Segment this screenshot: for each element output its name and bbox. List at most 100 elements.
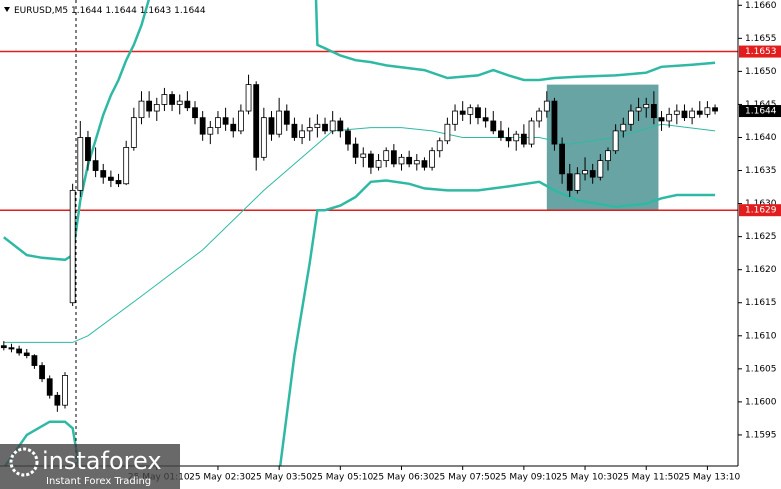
candle-body	[398, 156, 405, 165]
candle-body	[566, 173, 573, 191]
candle-body	[291, 123, 298, 138]
candle-body	[597, 160, 604, 178]
candle-body	[192, 107, 198, 119]
candle-body	[536, 110, 543, 122]
candle-body	[475, 107, 481, 119]
candle-body	[69, 189, 76, 304]
candle-body	[704, 107, 711, 115]
x-tick-label: 25 May 13:10	[679, 473, 741, 483]
candle-body	[146, 100, 153, 112]
header-arrow	[4, 7, 10, 12]
candle-body	[46, 378, 53, 396]
y-tick-label: 1.1650	[745, 67, 777, 77]
watermark-logo	[9, 447, 39, 477]
candle-body	[689, 110, 696, 119]
y-tick-label: 1.1630	[745, 199, 777, 209]
watermark: instaforex Instant Forex Trading	[0, 444, 180, 489]
y-tick-label: 1.1615	[745, 298, 777, 308]
candle-body	[345, 130, 351, 145]
candle-body	[368, 153, 374, 168]
candle-body	[123, 147, 130, 185]
candle-body	[115, 180, 122, 185]
y-tick-label: 1.1645	[745, 100, 777, 110]
price-label: 1.1644	[745, 107, 777, 117]
indicator-line	[278, 179, 716, 466]
candle-body	[222, 117, 229, 125]
candle-body	[528, 120, 535, 145]
candle-body	[337, 120, 344, 132]
candle-body	[322, 123, 328, 132]
candle-body	[176, 100, 183, 105]
y-tick-label: 1.1595	[745, 430, 777, 440]
indicator-line	[3, 420, 81, 466]
x-tick-label: 25 May 09:10	[495, 473, 557, 483]
header-low: 1.1643	[140, 6, 172, 16]
candle-body	[130, 117, 137, 148]
candle-body	[268, 117, 275, 135]
chart-header: EURUSD,M5 1.1644 1.1644 1.1643 1.1644	[14, 6, 206, 16]
indicator-line	[314, 0, 716, 82]
candle-body	[253, 84, 260, 158]
x-tick-label: 25 May 11:50	[617, 473, 679, 483]
candle-body	[406, 156, 413, 165]
watermark-brand: instaforex	[42, 447, 162, 475]
candle-body	[329, 120, 336, 132]
candle-body	[658, 117, 665, 122]
candle-body	[299, 130, 305, 138]
candle-body	[276, 110, 283, 135]
candle-body	[482, 117, 489, 122]
candle-body	[650, 104, 657, 119]
y-tick-label: 1.1655	[745, 34, 777, 44]
candle-body	[505, 137, 512, 142]
header-open: 1.1644	[71, 6, 103, 16]
candle-body	[444, 123, 451, 142]
candle-body	[85, 137, 91, 162]
header-close: 1.1644	[174, 6, 206, 16]
y-tick-label: 1.1635	[745, 166, 777, 176]
plot-area	[0, 0, 738, 466]
candle-body	[582, 170, 588, 175]
candle-body	[352, 143, 359, 158]
y-tick-label: 1.1660	[745, 1, 777, 11]
candle-body	[605, 150, 611, 162]
indicator-line	[3, 0, 151, 262]
candle-body	[215, 117, 221, 128]
y-tick-label: 1.1600	[745, 397, 777, 407]
candle-body	[452, 110, 458, 125]
y-tick-label: 1.1620	[745, 265, 777, 275]
candle-body	[184, 100, 191, 109]
candle-body	[383, 150, 390, 162]
candle-body	[199, 117, 206, 135]
candle-body	[551, 100, 558, 145]
candle-body	[161, 94, 168, 105]
candle-body	[283, 110, 290, 125]
candle-body	[100, 170, 107, 178]
candle-body	[306, 127, 313, 132]
header-high: 1.1644	[105, 6, 137, 16]
candle-body	[628, 110, 634, 125]
candle-body	[245, 84, 252, 112]
candle-body	[620, 123, 627, 132]
candle-body	[169, 94, 175, 105]
price-label-bg	[739, 204, 781, 217]
x-tick-label: 25 May 05:10	[311, 473, 373, 483]
y-tick-label: 1.1625	[745, 232, 777, 242]
candle-body	[314, 123, 321, 128]
candle-body	[559, 143, 566, 175]
candle-body	[635, 107, 642, 112]
candle-body	[207, 127, 214, 135]
candle-body	[31, 355, 38, 366]
y-tick-label: 1.1605	[745, 364, 777, 374]
x-tick-label: 25 May 02:30	[189, 473, 251, 483]
candle-body	[54, 394, 61, 406]
candle-body	[16, 348, 23, 354]
candle-body	[0, 345, 7, 349]
candle-body	[23, 352, 30, 357]
candle-body	[543, 100, 550, 112]
candle-body	[39, 365, 45, 380]
candle-body	[238, 110, 244, 132]
candle-body	[513, 133, 520, 142]
